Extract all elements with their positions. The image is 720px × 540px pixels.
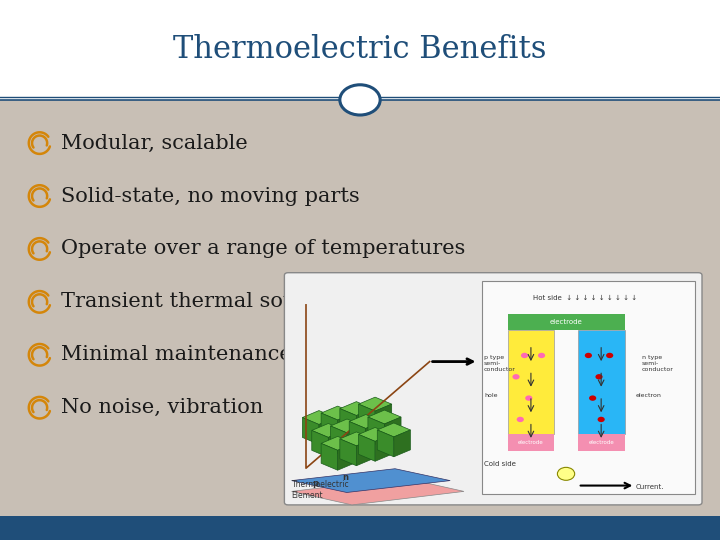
FancyBboxPatch shape xyxy=(284,273,702,505)
Bar xyxy=(508,314,624,330)
Polygon shape xyxy=(359,434,375,461)
Circle shape xyxy=(513,374,520,380)
Polygon shape xyxy=(292,478,464,505)
Circle shape xyxy=(525,395,532,401)
Polygon shape xyxy=(312,423,345,437)
Circle shape xyxy=(521,353,528,358)
Bar xyxy=(577,434,624,451)
Circle shape xyxy=(606,353,613,358)
Text: Thermoelectric
Element: Thermoelectric Element xyxy=(292,480,349,500)
Polygon shape xyxy=(349,422,366,448)
Polygon shape xyxy=(384,417,401,444)
Circle shape xyxy=(340,85,380,115)
Text: Solid-state, no moving parts: Solid-state, no moving parts xyxy=(61,186,360,206)
Text: hole: hole xyxy=(484,394,498,399)
Text: electron: electron xyxy=(635,394,661,399)
Text: electrode: electrode xyxy=(549,319,582,325)
Bar xyxy=(482,281,695,494)
Text: Modular, scalable: Modular, scalable xyxy=(61,133,248,153)
Polygon shape xyxy=(375,404,392,431)
Polygon shape xyxy=(340,409,356,435)
Polygon shape xyxy=(356,409,373,435)
Text: electrode: electrode xyxy=(588,441,614,446)
Polygon shape xyxy=(340,432,373,446)
Polygon shape xyxy=(347,426,364,453)
Text: Operate over a range of temperatures: Operate over a range of temperatures xyxy=(61,239,466,259)
Polygon shape xyxy=(359,397,392,411)
Circle shape xyxy=(595,374,603,380)
Circle shape xyxy=(557,467,575,480)
Polygon shape xyxy=(302,410,336,424)
Polygon shape xyxy=(349,415,382,428)
Polygon shape xyxy=(394,430,410,457)
Bar xyxy=(577,330,624,434)
Bar xyxy=(508,434,554,451)
Text: Thermoelectric Benefits: Thermoelectric Benefits xyxy=(174,35,546,65)
Circle shape xyxy=(538,353,545,358)
Bar xyxy=(508,330,554,434)
Polygon shape xyxy=(377,430,394,457)
Circle shape xyxy=(585,353,592,358)
Polygon shape xyxy=(328,430,345,457)
Polygon shape xyxy=(338,413,354,440)
Text: p: p xyxy=(312,479,318,488)
Polygon shape xyxy=(340,402,373,416)
Polygon shape xyxy=(377,423,410,437)
Circle shape xyxy=(598,417,605,422)
Text: n: n xyxy=(343,474,348,482)
Polygon shape xyxy=(330,426,347,453)
Polygon shape xyxy=(366,422,382,448)
Text: Cold side: Cold side xyxy=(484,461,516,467)
Polygon shape xyxy=(321,406,354,420)
Polygon shape xyxy=(330,419,364,433)
Polygon shape xyxy=(292,469,450,492)
Polygon shape xyxy=(375,434,392,461)
Polygon shape xyxy=(340,439,356,465)
Text: n type
semi-
conductor: n type semi- conductor xyxy=(642,355,673,372)
Polygon shape xyxy=(312,430,328,457)
Polygon shape xyxy=(302,417,319,444)
Polygon shape xyxy=(321,413,338,440)
Text: Hot side  ↓ ↓ ↓ ↓ ↓ ↓ ↓ ↓ ↓: Hot side ↓ ↓ ↓ ↓ ↓ ↓ ↓ ↓ ↓ xyxy=(533,295,637,301)
Text: Minimal maintenance: Minimal maintenance xyxy=(61,345,292,364)
Text: Current.: Current. xyxy=(635,484,664,490)
Polygon shape xyxy=(321,436,354,450)
Bar xyxy=(0,516,720,540)
Polygon shape xyxy=(338,443,354,470)
Text: p type
semi-
conductor: p type semi- conductor xyxy=(484,355,516,372)
Text: No noise, vibration: No noise, vibration xyxy=(61,398,264,417)
Polygon shape xyxy=(319,417,336,444)
Circle shape xyxy=(517,417,524,422)
Bar xyxy=(0,0,720,100)
Polygon shape xyxy=(359,428,392,441)
Text: Transient thermal sources: Transient thermal sources xyxy=(61,292,341,312)
Polygon shape xyxy=(356,439,373,465)
Text: electrode: electrode xyxy=(518,441,544,446)
Polygon shape xyxy=(321,443,338,470)
Polygon shape xyxy=(368,410,401,424)
Polygon shape xyxy=(359,404,375,431)
Polygon shape xyxy=(368,417,384,444)
Circle shape xyxy=(589,395,596,401)
